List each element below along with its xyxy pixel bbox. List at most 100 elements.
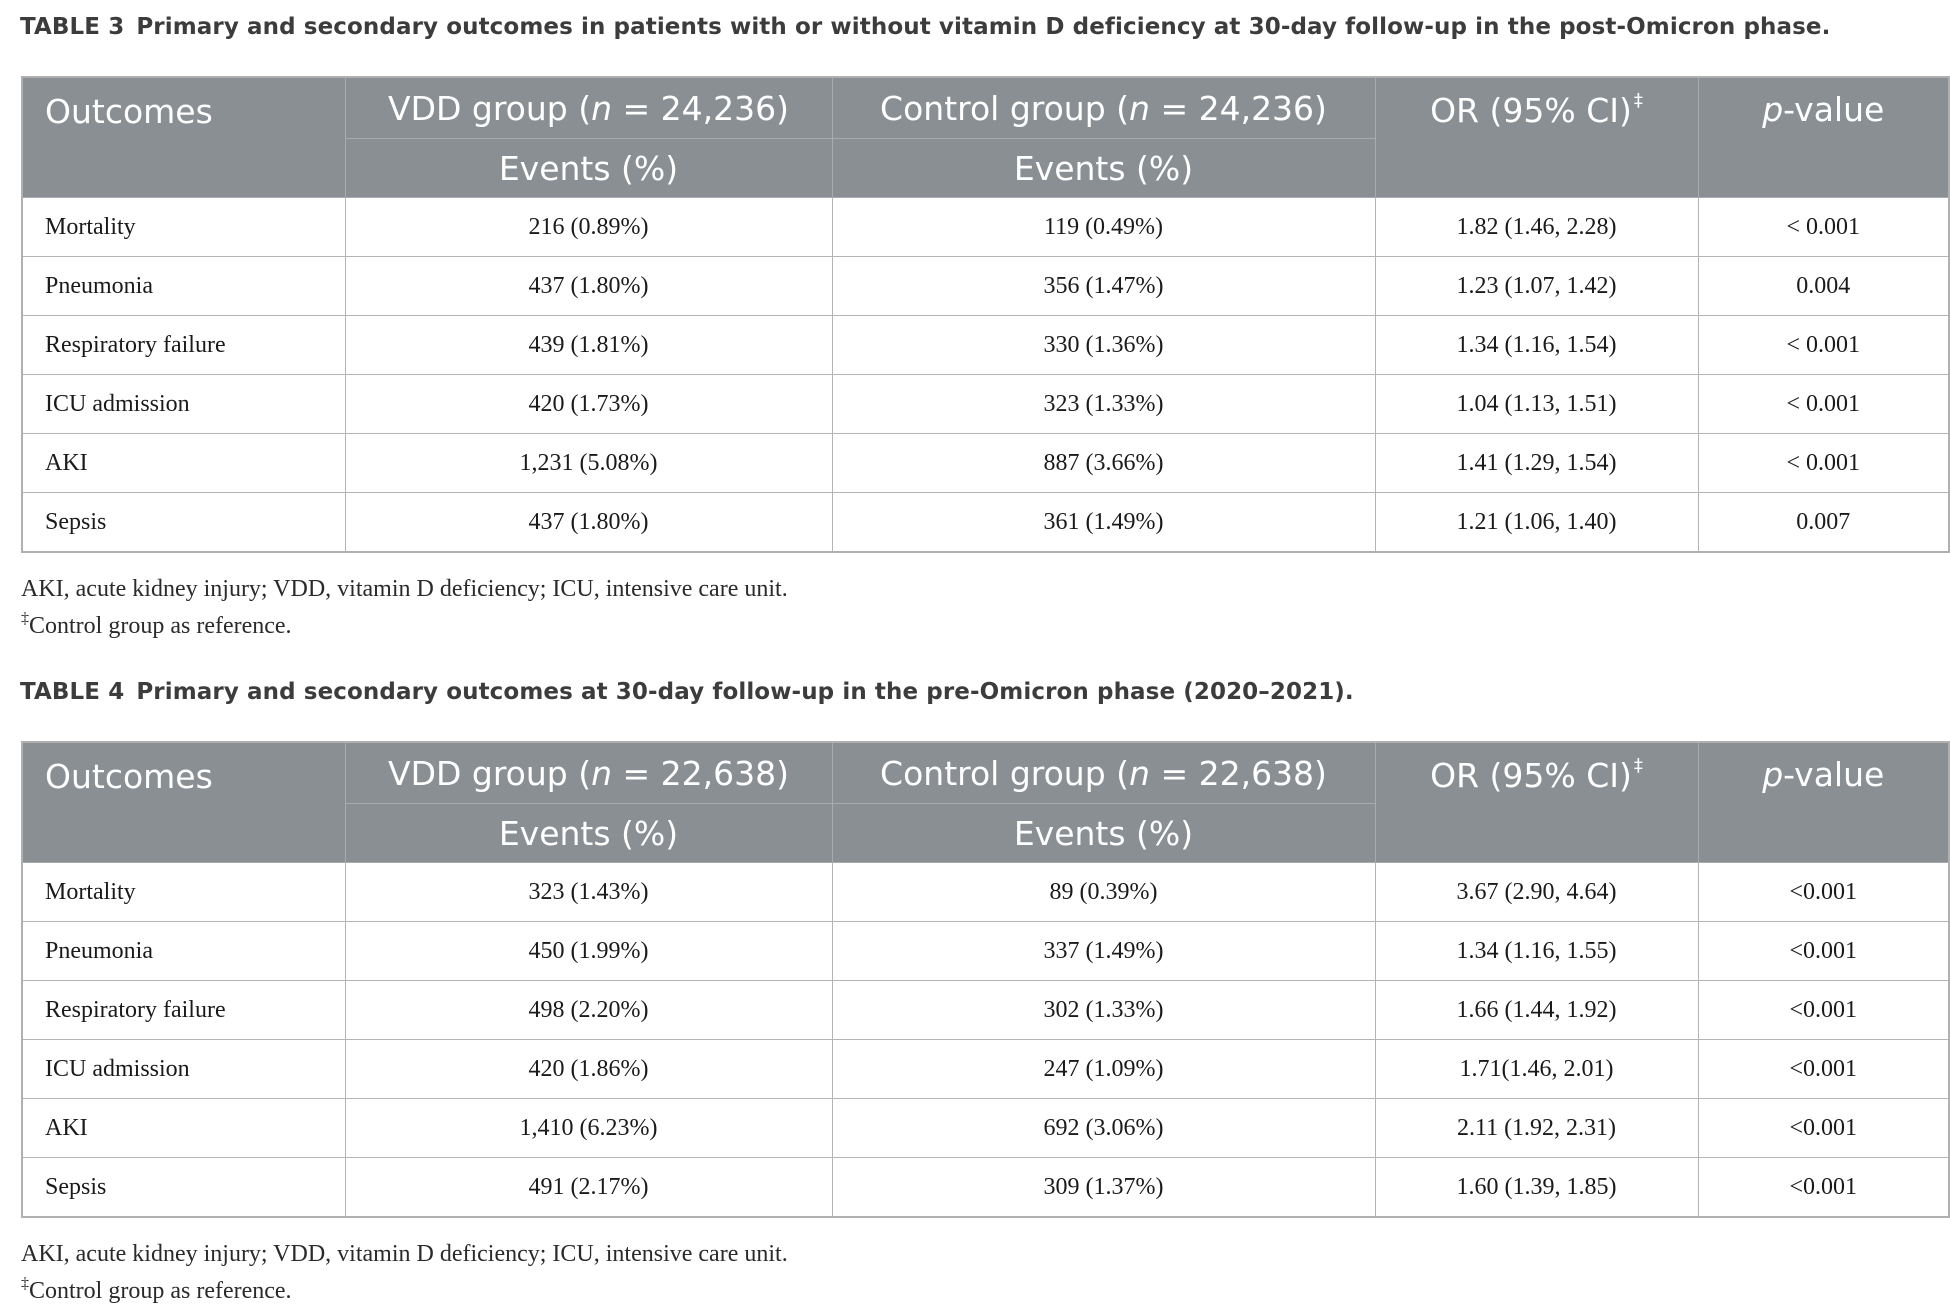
cell-p-value: <0.001 [1697, 1039, 1950, 1099]
cell-vdd-events: 437 (1.80%) [344, 492, 833, 553]
table-4: Outcomes VDD group (n = 22,638) Control … [21, 741, 1950, 1218]
cell-p-value: < 0.001 [1697, 197, 1950, 257]
cell-outcome: Respiratory failure [21, 315, 346, 375]
cell-control-events: 361 (1.49%) [831, 492, 1376, 553]
table-4-footnote-reference: ‡Control group as reference. [21, 1275, 292, 1304]
header-vdd-group: VDD group (n = 22,638) [344, 741, 833, 804]
table-3-header-row: Outcomes VDD group (n = 24,236) Control … [21, 76, 1950, 198]
table-row: Sepsis 491 (2.17%) 309 (1.37%) 1.60 (1.3… [21, 1157, 1950, 1218]
cell-outcome: Sepsis [21, 492, 346, 553]
cell-vdd-events: 216 (0.89%) [344, 197, 833, 257]
cell-or-ci: 1.66 (1.44, 1.92) [1374, 980, 1699, 1040]
cell-p-value: <0.001 [1697, 980, 1950, 1040]
header-outcomes: Outcomes [21, 76, 346, 198]
table-row: Mortality 216 (0.89%) 119 (0.49%) 1.82 (… [21, 197, 1950, 257]
table-row: Mortality 323 (1.43%) 89 (0.39%) 3.67 (2… [21, 862, 1950, 922]
table-3-footnote-abbreviations: AKI, acute kidney injury; VDD, vitamin D… [21, 576, 788, 602]
cell-vdd-events: 491 (2.17%) [344, 1157, 833, 1218]
cell-p-value: < 0.001 [1697, 315, 1950, 375]
cell-control-events: 247 (1.09%) [831, 1039, 1376, 1099]
cell-vdd-events: 1,410 (6.23%) [344, 1098, 833, 1158]
cell-p-value: <0.001 [1697, 1157, 1950, 1218]
cell-or-ci: 1.71(1.46, 2.01) [1374, 1039, 1699, 1099]
cell-p-value: <0.001 [1697, 921, 1950, 981]
cell-outcome: Pneumonia [21, 921, 346, 981]
table-row: ICU admission 420 (1.86%) 247 (1.09%) 1.… [21, 1039, 1950, 1099]
table-3-caption: TABLE 3 Primary and secondary outcomes in… [20, 14, 1830, 40]
cell-vdd-events: 420 (1.86%) [344, 1039, 833, 1099]
cell-vdd-events: 323 (1.43%) [344, 862, 833, 922]
cell-or-ci: 1.21 (1.06, 1.40) [1374, 492, 1699, 553]
cell-control-events: 887 (3.66%) [831, 433, 1376, 493]
cell-control-events: 337 (1.49%) [831, 921, 1376, 981]
table-4-subheader-row: Events (%) Events (%) [22, 803, 1949, 863]
table-3-footnote-reference: ‡Control group as reference. [21, 610, 292, 639]
cell-vdd-events: 437 (1.80%) [344, 256, 833, 316]
cell-p-value: < 0.001 [1697, 374, 1950, 434]
cell-vdd-events: 439 (1.81%) [344, 315, 833, 375]
cell-or-ci: 3.67 (2.90, 4.64) [1374, 862, 1699, 922]
header-outcomes: Outcomes [21, 741, 346, 863]
double-dagger-mark: ‡ [1633, 755, 1643, 776]
table-row: AKI 1,231 (5.08%) 887 (3.66%) 1.41 (1.29… [21, 433, 1950, 493]
header-p-value: p-value [1697, 741, 1950, 863]
header-p-value: p-value [1697, 76, 1950, 198]
table-4-caption: TABLE 4 Primary and secondary outcomes at… [20, 679, 1354, 705]
cell-or-ci: 1.82 (1.46, 2.28) [1374, 197, 1699, 257]
cell-control-events: 356 (1.47%) [831, 256, 1376, 316]
cell-outcome: AKI [21, 1098, 346, 1158]
cell-p-value: < 0.001 [1697, 433, 1950, 493]
cell-or-ci: 1.34 (1.16, 1.55) [1374, 921, 1699, 981]
cell-vdd-events: 1,231 (5.08%) [344, 433, 833, 493]
cell-outcome: Mortality [21, 197, 346, 257]
cell-outcome: Mortality [21, 862, 346, 922]
cell-p-value: 0.007 [1697, 492, 1950, 553]
cell-control-events: 89 (0.39%) [831, 862, 1376, 922]
table-row: Sepsis 437 (1.80%) 361 (1.49%) 1.21 (1.0… [21, 492, 1950, 553]
table-4-label: TABLE 4 [20, 679, 125, 705]
cell-or-ci: 2.11 (1.92, 2.31) [1374, 1098, 1699, 1158]
cell-vdd-events: 498 (2.20%) [344, 980, 833, 1040]
table-row: Respiratory failure 498 (2.20%) 302 (1.3… [21, 980, 1950, 1040]
header-or-ci: OR (95% CI) ‡ [1374, 76, 1699, 198]
cell-p-value: <0.001 [1697, 862, 1950, 922]
cell-vdd-events: 420 (1.73%) [344, 374, 833, 434]
table-4-title: Primary and secondary outcomes at 30-day… [136, 679, 1354, 705]
cell-p-value: 0.004 [1697, 256, 1950, 316]
cell-or-ci: 1.04 (1.13, 1.51) [1374, 374, 1699, 434]
table-3-label: TABLE 3 [20, 14, 125, 40]
cell-control-events: 323 (1.33%) [831, 374, 1376, 434]
cell-or-ci: 1.34 (1.16, 1.54) [1374, 315, 1699, 375]
table-4-header-row: Outcomes VDD group (n = 22,638) Control … [21, 741, 1950, 863]
header-or-ci: OR (95% CI) ‡ [1374, 741, 1699, 863]
cell-control-events: 330 (1.36%) [831, 315, 1376, 375]
cell-control-events: 119 (0.49%) [831, 197, 1376, 257]
table-3-subheader-row: Events (%) Events (%) [22, 138, 1949, 198]
double-dagger-mark: ‡ [21, 1275, 29, 1292]
header-vdd-events: Events (%) [344, 803, 833, 863]
table-row: AKI 1,410 (6.23%) 692 (3.06%) 2.11 (1.92… [21, 1098, 1950, 1158]
cell-control-events: 302 (1.33%) [831, 980, 1376, 1040]
table-row: Pneumonia 437 (1.80%) 356 (1.47%) 1.23 (… [21, 256, 1950, 316]
cell-or-ci: 1.41 (1.29, 1.54) [1374, 433, 1699, 493]
cell-outcome: AKI [21, 433, 346, 493]
table-row: ICU admission 420 (1.73%) 323 (1.33%) 1.… [21, 374, 1950, 434]
cell-or-ci: 1.23 (1.07, 1.42) [1374, 256, 1699, 316]
cell-or-ci: 1.60 (1.39, 1.85) [1374, 1157, 1699, 1218]
cell-p-value: <0.001 [1697, 1098, 1950, 1158]
table-row: Pneumonia 450 (1.99%) 337 (1.49%) 1.34 (… [21, 921, 1950, 981]
table-4-footnote-abbreviations: AKI, acute kidney injury; VDD, vitamin D… [21, 1241, 788, 1267]
cell-control-events: 309 (1.37%) [831, 1157, 1376, 1218]
cell-outcome: ICU admission [21, 374, 346, 434]
cell-vdd-events: 450 (1.99%) [344, 921, 833, 981]
cell-outcome: Sepsis [21, 1157, 346, 1218]
cell-outcome: Respiratory failure [21, 980, 346, 1040]
table-3: Outcomes VDD group (n = 24,236) Control … [21, 76, 1950, 553]
table-row: Respiratory failure 439 (1.81%) 330 (1.3… [21, 315, 1950, 375]
table-3-title: Primary and secondary outcomes in patien… [136, 14, 1831, 40]
header-control-group: Control group (n = 22,638) [831, 741, 1376, 804]
cell-outcome: ICU admission [21, 1039, 346, 1099]
header-control-group: Control group (n = 24,236) [831, 76, 1376, 139]
header-control-events: Events (%) [831, 138, 1376, 198]
header-vdd-events: Events (%) [344, 138, 833, 198]
